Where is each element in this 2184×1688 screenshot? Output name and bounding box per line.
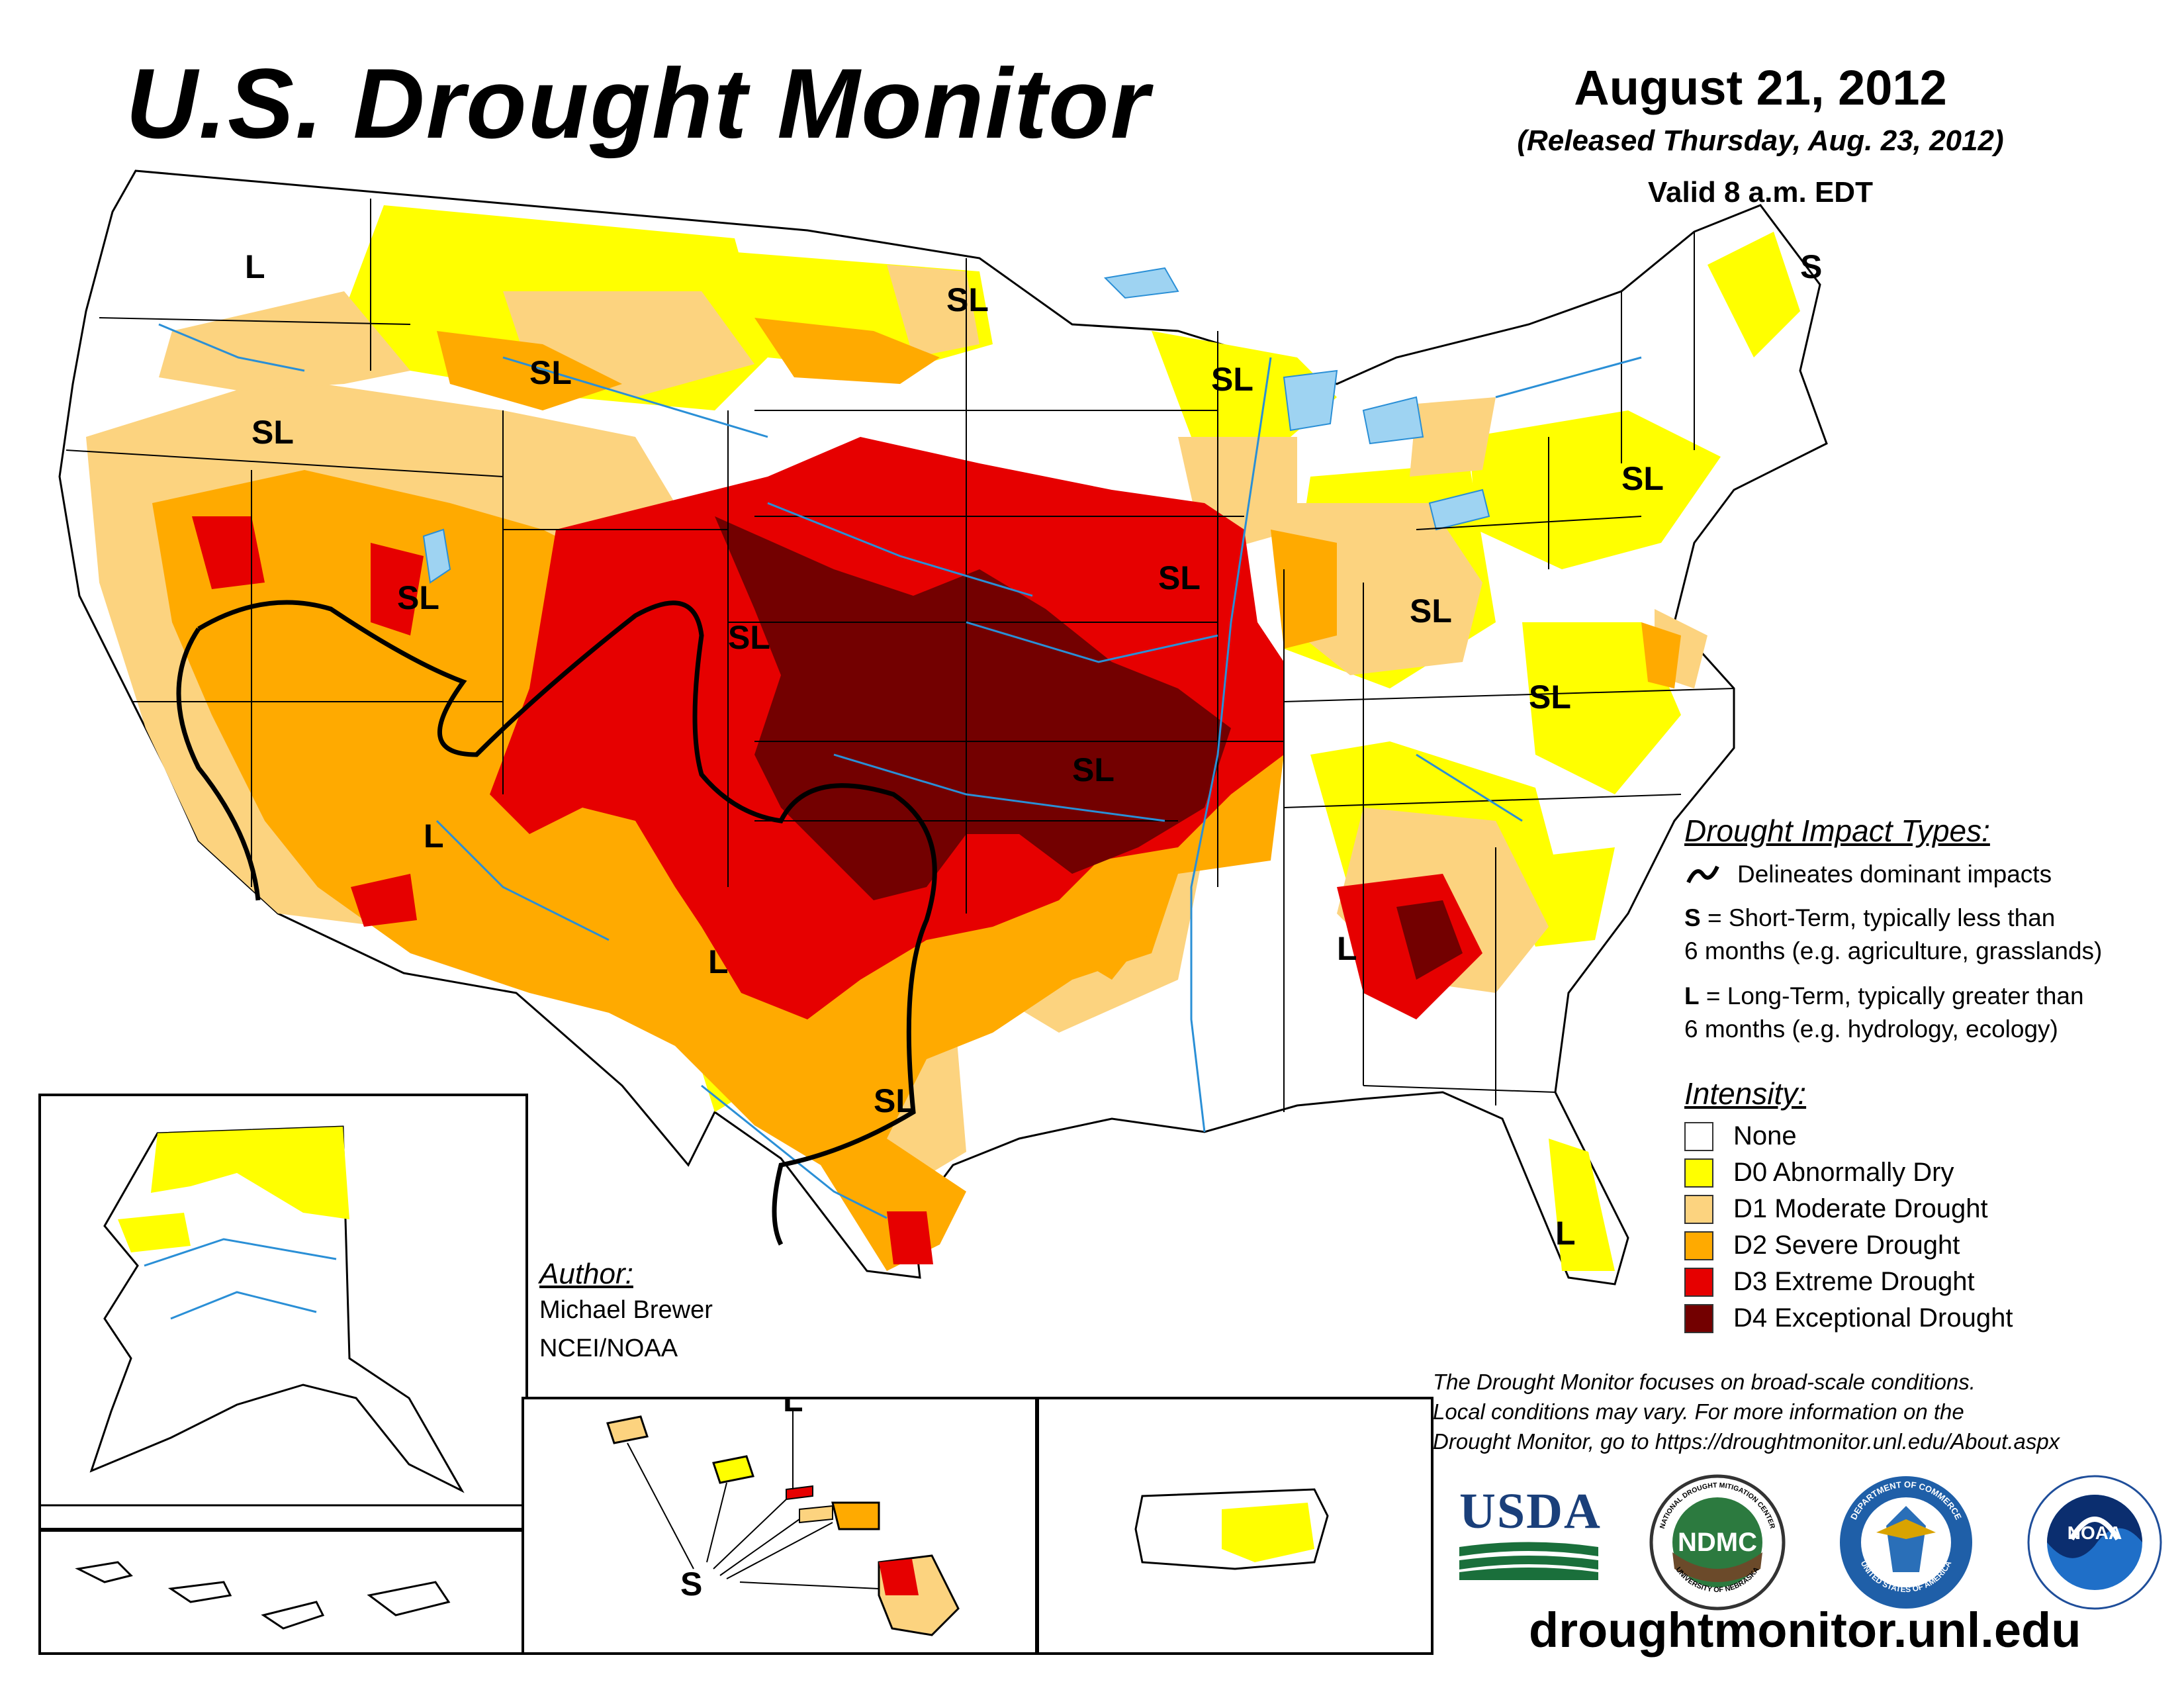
ndmc-logo: NDMC NATIONAL DROUGHT MITIGATION CENTER … [1649, 1474, 1786, 1611]
label-sl-texas: SL [874, 1082, 916, 1119]
intensity-item: D0 Abnormally Dry [1684, 1154, 2013, 1191]
label-sl-virginia: SL [1529, 679, 1571, 716]
alaska-aleutians-inset [38, 1529, 528, 1655]
alaska-inset [38, 1094, 528, 1530]
intensity-item: D1 Moderate Drought [1684, 1191, 2013, 1227]
disclaimer-line1: The Drought Monitor focuses on broad-sca… [1433, 1370, 1976, 1394]
label-sl-ohio: SL [1410, 592, 1452, 630]
map-title: U.S. Drought Monitor [126, 48, 1151, 159]
impact-labels: SL L SL SL SL S SL SL SL SL SL SL SL L L… [245, 248, 1822, 1252]
disclaimer-line2: Local conditions may vary. For more info… [1433, 1399, 1964, 1424]
website-url[interactable]: droughtmonitor.unl.edu [1529, 1603, 2081, 1658]
intensity-swatch [1684, 1121, 1713, 1151]
intensity-label: D4 Exceptional Drought [1733, 1303, 2013, 1333]
intensity-swatch [1684, 1158, 1713, 1188]
label-sl-oregon: SL [251, 414, 294, 451]
usda-logo: USDA [1459, 1483, 1602, 1583]
label-sl-michigan: SL [1211, 361, 1253, 398]
label-sl-montana: SL [529, 354, 572, 391]
label-s-hawaii: S [680, 1566, 702, 1603]
disclaimer: The Drought Monitor focuses on broad-sca… [1433, 1367, 2167, 1456]
label-s-maine: S [1800, 248, 1822, 285]
impact-legend: Drought Impact Types: Delineates dominan… [1684, 813, 2102, 1046]
rivers [158, 323, 1642, 1219]
author-heading: Author: [539, 1258, 633, 1290]
intensity-label: D0 Abnormally Dry [1733, 1158, 1954, 1187]
intensity-item: D3 Extreme Drought [1684, 1264, 2013, 1300]
label-sl-kansas: SL [728, 619, 770, 656]
intensity-label: D1 Moderate Drought [1733, 1194, 1988, 1223]
label-sl-illinois: SL [1158, 559, 1201, 596]
intensity-item: D4 Exceptional Drought [1684, 1300, 2013, 1336]
commerce-logo: DEPARTMENT OF COMMERCE UNITED STATES OF … [1840, 1476, 1972, 1609]
intensity-swatch [1684, 1231, 1713, 1260]
long-term-line2: 6 months (e.g. hydrology, ecology) [1684, 1015, 2058, 1043]
usda-logo-text: USDA [1459, 1483, 1602, 1539]
intensity-label: D3 Extreme Drought [1733, 1267, 1975, 1296]
valid-time: Valid 8 a.m. EDT [1648, 176, 1873, 209]
d4-areas [715, 516, 1463, 980]
author-name: Michael Brewer [539, 1296, 713, 1324]
label-l-florida: L [1555, 1215, 1576, 1252]
intensity-swatch [1684, 1194, 1713, 1224]
impact-line-icon [1686, 865, 1719, 884]
label-l-washington: L [245, 248, 265, 285]
intensity-swatch [1684, 1303, 1713, 1333]
intensity-label: D2 Severe Drought [1733, 1231, 1960, 1260]
release-date: (Released Thursday, Aug. 23, 2012) [1517, 124, 2004, 157]
intensity-label: None [1733, 1121, 1797, 1150]
label-sl-dakota: SL [946, 281, 989, 318]
conus-drought-map: SL L SL SL SL S SL SL SL SL SL SL SL L L… [58, 169, 1828, 1286]
state-borders [66, 199, 1735, 1112]
noaa-logo: NOAA [2027, 1475, 2162, 1610]
intensity-legend: Intensity: None D0 Abnormally Dry D1 Moder… [1684, 1076, 2013, 1336]
label-sl-utah: SL [397, 579, 439, 616]
hawaii-inset: S L [522, 1397, 1038, 1655]
puerto-rico-inset [1036, 1397, 1433, 1655]
label-l-hawaii: L [783, 1397, 803, 1419]
noaa-logo-text: NOAA [2068, 1523, 2122, 1543]
usda-field-icon [1459, 1542, 1598, 1580]
short-term-line1: = Short-Term, typically less than [1700, 904, 2056, 931]
author-block: Author: Michael Brewer NCEI/NOAA [539, 1258, 713, 1368]
label-l-arizona: L [424, 818, 444, 855]
label-sl-missouri: SL [1072, 751, 1115, 788]
intensity-item: None [1684, 1118, 2013, 1154]
label-l-newmexico: L [708, 943, 729, 980]
label-l-georgia: L [1337, 930, 1357, 967]
intensity-legend-title: Intensity: [1684, 1076, 1807, 1111]
intensity-swatch [1684, 1267, 1713, 1297]
long-term-line1: = Long-Term, typically greater than [1699, 982, 2084, 1009]
long-term-key: L [1684, 982, 1700, 1009]
delineates-text: Delineates dominant impacts [1737, 861, 2052, 888]
short-term-key: S [1684, 904, 1701, 931]
intensity-item: D2 Severe Drought [1684, 1227, 2013, 1264]
author-org: NCEI/NOAA [539, 1335, 678, 1362]
disclaimer-line3: Drought Monitor, go to https://droughtmo… [1433, 1429, 2060, 1454]
impact-boundaries [176, 600, 937, 1246]
map-date: August 21, 2012 [1574, 60, 1947, 115]
label-sl-newyork: SL [1621, 460, 1664, 497]
short-term-line2: 6 months (e.g. agriculture, grasslands) [1684, 937, 2103, 964]
ndmc-logo-text: NDMC [1678, 1528, 1757, 1557]
lakes [422, 267, 1490, 584]
impact-legend-title: Drought Impact Types: [1684, 814, 1990, 848]
